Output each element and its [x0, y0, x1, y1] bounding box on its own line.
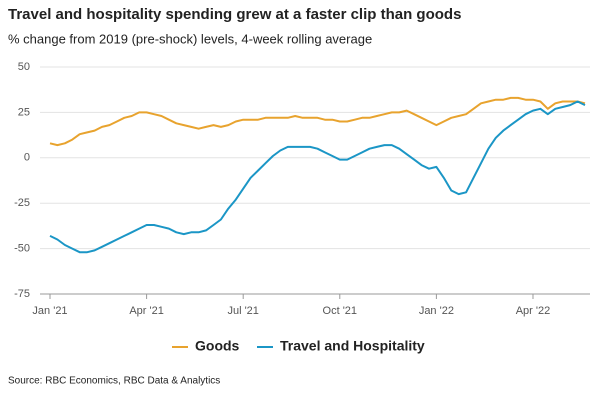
- y-tick-label: -25: [14, 197, 30, 209]
- x-tick-label: Oct '21: [323, 305, 358, 317]
- chart-title: Travel and hospitality spending grew at …: [8, 6, 461, 23]
- y-tick-label: 0: [24, 152, 30, 164]
- y-tick-label: -50: [14, 243, 30, 255]
- x-tick-label: Jul '21: [227, 305, 258, 317]
- x-tick-label: Apr '21: [129, 305, 164, 317]
- x-tick-label: Jan '21: [32, 305, 67, 317]
- y-tick-label: 50: [18, 61, 30, 73]
- source-note: Source: RBC Economics, RBC Data & Analyt…: [8, 376, 220, 387]
- chart-subtitle: % change from 2019 (pre-shock) levels, 4…: [8, 31, 372, 46]
- y-tick-label: -75: [14, 288, 30, 300]
- x-tick-label: Apr '22: [516, 305, 551, 317]
- x-tick-label: Jan '22: [419, 305, 454, 317]
- y-tick-label: 25: [18, 106, 30, 118]
- series-line: [49, 96, 586, 147]
- legend-label: Travel and Hospitality: [280, 338, 425, 354]
- legend-label: Goods: [195, 338, 240, 354]
- series-line: [49, 100, 586, 254]
